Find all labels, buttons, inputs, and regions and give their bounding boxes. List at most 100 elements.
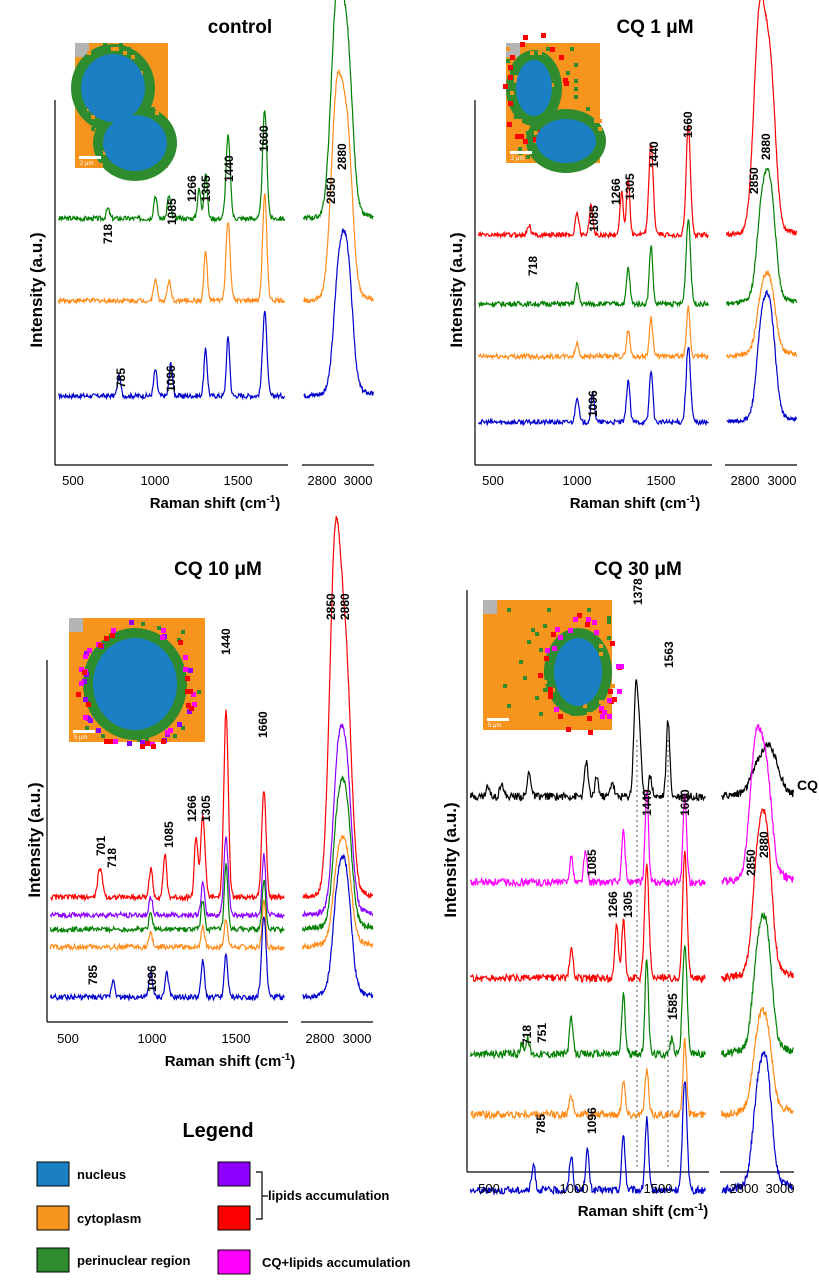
map-pixel <box>594 95 598 99</box>
map-scale-bar <box>487 718 509 721</box>
panel-title: control <box>208 17 272 38</box>
peak-label: 2850 <box>324 593 338 620</box>
spectrum-line <box>302 834 374 950</box>
map-lipid-pixel <box>188 689 193 694</box>
map-scale-bar <box>79 156 101 159</box>
map-lipid-pixel <box>189 706 194 711</box>
map-pixel <box>197 674 201 678</box>
map-lipid-pixel <box>82 679 87 684</box>
tick-label: 1000 <box>563 473 592 488</box>
spectrum-line <box>477 305 709 361</box>
legend-swatch-perinuclear <box>36 1247 70 1273</box>
map-lipid-pixel <box>96 728 101 733</box>
map-pixel <box>181 630 185 634</box>
map-pixel <box>510 91 514 95</box>
map-scale-label: 2 μm <box>80 161 93 167</box>
map-nucleus <box>516 60 552 116</box>
map-lipid-pixel <box>111 628 116 633</box>
peak-label: 2850 <box>324 177 338 204</box>
map-pixel <box>157 622 161 626</box>
map-lipid-pixel <box>548 687 553 692</box>
map-lipid-pixel <box>607 714 612 719</box>
spectrum-line <box>721 807 795 983</box>
tick-label: 1500 <box>644 1181 673 1196</box>
map-lipid-pixel <box>602 710 607 715</box>
map-pixel <box>77 722 81 726</box>
map-lipid-pixel <box>599 706 604 711</box>
map-lipid-pixel <box>616 664 621 669</box>
legend-label-cq-lipids: CQ+lipids accumulation <box>262 1255 411 1270</box>
map-lipid-pixel <box>619 664 624 669</box>
map-pixel <box>594 67 598 71</box>
map-pixel <box>539 712 543 716</box>
map-pixel <box>518 119 522 123</box>
legend-title: Legend <box>182 1120 253 1142</box>
map-pixel <box>91 115 95 119</box>
map-pixel <box>101 730 105 734</box>
map-pixel <box>518 147 522 151</box>
peak-label: 1266 <box>185 175 199 202</box>
peak-label: 718 <box>526 256 540 276</box>
peak-label: 785 <box>534 1114 548 1134</box>
peak-label: 1085 <box>165 198 179 225</box>
spectrum-line <box>49 916 285 1002</box>
map-pixel <box>506 71 510 75</box>
legend-label-cytoplasm: cytoplasm <box>77 1211 141 1226</box>
map-pixel <box>197 690 201 694</box>
ticks: 500 1000 1500 2800 3000 <box>62 473 372 488</box>
map-lipid-pixel <box>510 55 515 60</box>
panel-cq-10um: CQ 10 μM 500 1000 1500 2800 3000 Raman s… <box>25 516 374 1070</box>
map-pixel <box>165 646 169 650</box>
map-pixel <box>594 119 598 123</box>
spectra-group <box>49 516 374 1002</box>
map-pixel <box>599 644 603 648</box>
map-pixel <box>103 163 107 167</box>
map-pixel <box>566 91 570 95</box>
map-pixel <box>155 83 159 87</box>
ticks: 500 1000 1500 2800 3000 <box>57 1031 371 1046</box>
spectrum-line <box>469 679 706 802</box>
map-lipid-pixel <box>520 42 525 47</box>
spectrum-line <box>721 1050 795 1195</box>
map-lipid-pixel <box>508 75 513 80</box>
map-pixel <box>155 91 159 95</box>
map-lipid-pixel <box>508 65 513 70</box>
peak-label: 1660 <box>257 125 271 152</box>
map-lipid-pixel <box>541 33 546 38</box>
map-lipid-pixel <box>585 622 590 627</box>
tick-label: 3000 <box>343 1031 372 1046</box>
spectrum-line <box>478 219 710 309</box>
cell-map-image: 5 μm <box>483 600 624 735</box>
map-lipid-pixel <box>552 646 557 651</box>
map-pixel <box>543 640 547 644</box>
map-lipid-pixel <box>108 739 113 744</box>
spectrum-line <box>302 516 374 900</box>
map-lipid-pixel <box>79 681 84 686</box>
map-lipid-pixel <box>83 654 88 659</box>
map-nucleus <box>81 54 145 122</box>
map-pixel <box>197 698 201 702</box>
map-lipid-pixel <box>83 715 88 720</box>
map-pixel <box>87 51 91 55</box>
panel-title: CQ 1 μM <box>616 17 693 38</box>
map-scale-label: 5 μm <box>488 723 501 729</box>
map-pixel <box>546 47 550 51</box>
map-lipid-pixel <box>151 744 156 749</box>
map-lipid-pixel <box>515 134 520 139</box>
map-pixel <box>103 47 107 51</box>
map-pixel <box>506 59 510 63</box>
map-pixel <box>141 622 145 626</box>
axes <box>474 100 797 466</box>
map-pixel <box>599 600 603 604</box>
map-pixel <box>574 95 578 99</box>
legend-brace <box>256 1171 268 1220</box>
map-lipid-pixel <box>545 648 550 653</box>
map-pixel <box>81 658 85 662</box>
map-pixel <box>511 608 515 612</box>
spectrum-line <box>50 709 285 903</box>
map-pixel <box>177 738 181 742</box>
map-pixel <box>551 716 555 720</box>
peak-label: 2850 <box>744 849 758 876</box>
spectrum-line <box>721 741 795 800</box>
spectra-group <box>469 679 795 1196</box>
